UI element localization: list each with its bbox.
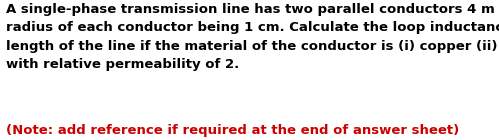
Text: A single-phase transmission line has two parallel conductors 4 m apart, the
radi: A single-phase transmission line has two… [6,3,499,71]
Text: (Note: add reference if required at the end of answer sheet): (Note: add reference if required at the … [6,124,459,137]
